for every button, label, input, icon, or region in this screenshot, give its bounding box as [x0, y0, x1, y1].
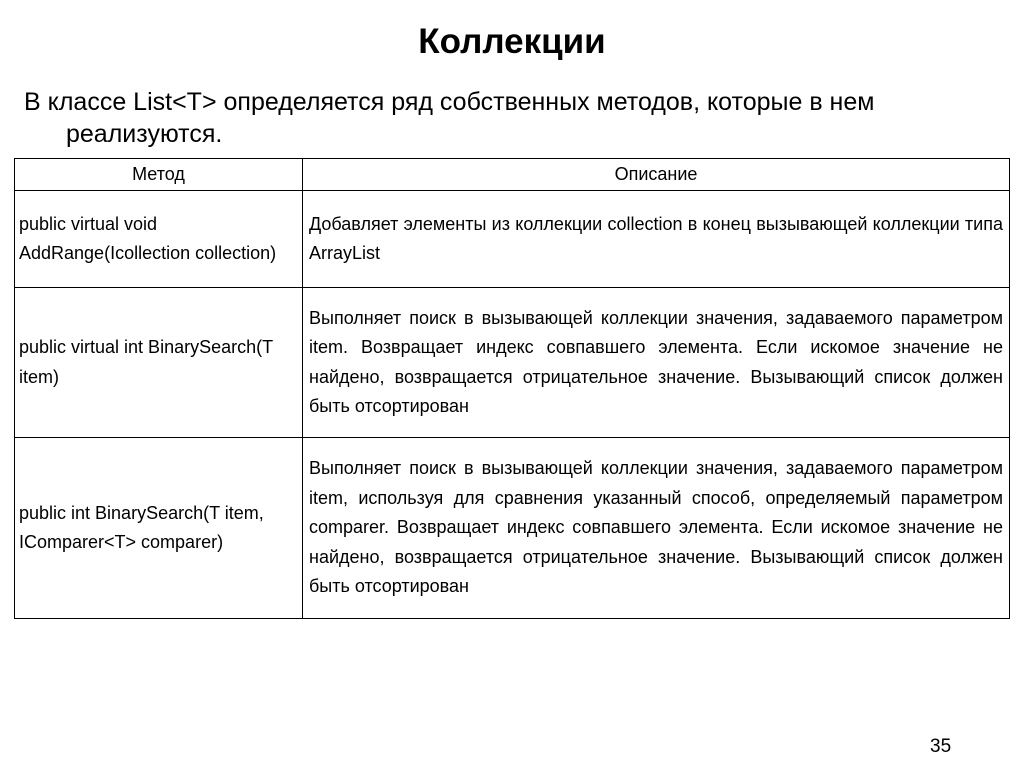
slide-title: Коллекции [418, 22, 606, 61]
header-method: Метод [14, 158, 303, 191]
intro-text: В классе List<T> определяется ряд собств… [24, 86, 1014, 150]
intro-line-2: реализуются. [66, 120, 223, 148]
description-cell: Добавляет элементы из коллекции collecti… [302, 190, 1010, 288]
method-cell: public int BinarySearch(T item, ICompare… [14, 437, 303, 619]
table-header-row: Метод Описание [14, 158, 1010, 191]
table-row: public int BinarySearch(T item, ICompare… [14, 437, 1010, 619]
table-row: public virtual void AddRange(Icollection… [14, 190, 1010, 288]
method-cell: public virtual void AddRange(Icollection… [14, 190, 303, 288]
header-description: Описание [302, 158, 1010, 191]
table-row: public virtual int BinarySearch(T item) … [14, 287, 1010, 438]
description-cell: Выполняет поиск в вызывающей коллекции з… [302, 437, 1010, 619]
method-cell: public virtual int BinarySearch(T item) [14, 287, 303, 438]
methods-table: Метод Описание public virtual void AddRa… [14, 158, 1010, 619]
intro-line-1: В классе List<T> определяется ряд собств… [24, 88, 875, 116]
description-cell: Выполняет поиск в вызывающей коллекции з… [302, 287, 1010, 438]
page-number: 35 [930, 736, 952, 757]
